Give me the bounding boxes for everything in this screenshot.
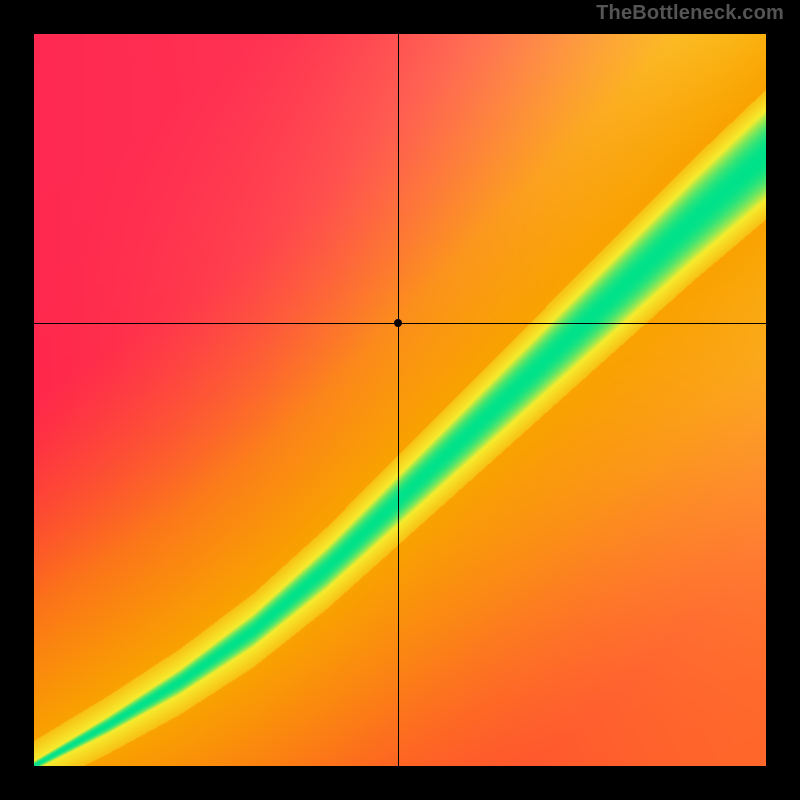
crosshair-marker — [394, 319, 402, 327]
crosshair-vertical — [398, 34, 399, 766]
heatmap-canvas — [34, 34, 766, 766]
plot-area — [34, 34, 766, 766]
watermark-text: TheBottleneck.com — [596, 2, 784, 25]
chart-container: TheBottleneck.com — [0, 0, 800, 800]
